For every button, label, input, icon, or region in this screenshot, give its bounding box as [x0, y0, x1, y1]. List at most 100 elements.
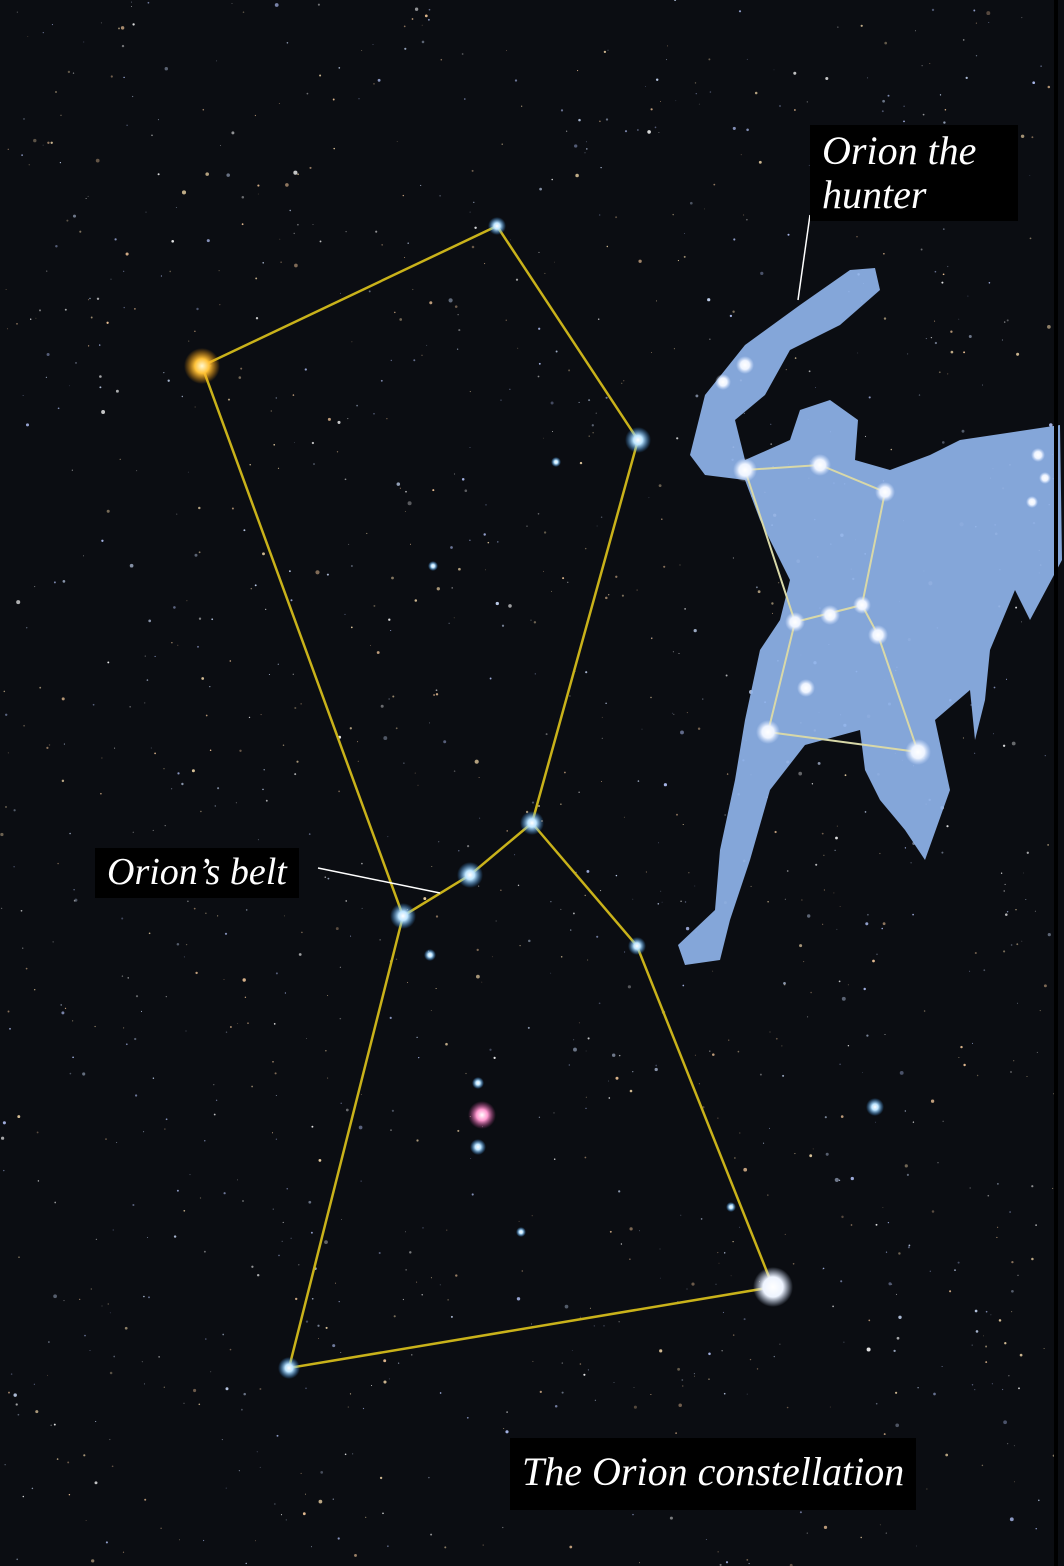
faint-star — [379, 939, 380, 940]
faint-star — [313, 463, 315, 465]
faint-star — [410, 544, 411, 545]
faint-star — [881, 928, 883, 930]
faint-star — [454, 617, 455, 618]
faint-star — [429, 9, 431, 11]
faint-star — [970, 704, 971, 705]
bright-star — [866, 1098, 884, 1116]
faint-star — [987, 1195, 989, 1197]
faint-star — [470, 212, 471, 213]
faint-star — [746, 1559, 748, 1561]
faint-star — [320, 240, 322, 242]
faint-star — [373, 83, 374, 84]
faint-star — [27, 36, 28, 37]
faint-star — [538, 513, 540, 515]
faint-star — [532, 802, 534, 804]
faint-star — [75, 362, 77, 364]
faint-star — [923, 114, 925, 116]
faint-star — [47, 1375, 48, 1376]
faint-star — [709, 1050, 710, 1051]
faint-star — [39, 687, 41, 689]
faint-star — [727, 773, 728, 774]
faint-star — [794, 1153, 795, 1154]
faint-star — [230, 1349, 232, 1351]
faint-star — [66, 220, 68, 222]
faint-star — [667, 45, 668, 46]
faint-star — [988, 22, 989, 23]
faint-star — [1017, 1003, 1018, 1004]
faint-star — [198, 1403, 200, 1405]
faint-star — [60, 115, 61, 116]
faint-star — [841, 1216, 843, 1218]
faint-star — [312, 1298, 314, 1300]
faint-star — [595, 1400, 596, 1401]
faint-star — [935, 342, 937, 344]
faint-star — [972, 1043, 973, 1044]
faint-star — [577, 70, 578, 71]
faint-star — [142, 1361, 143, 1362]
faint-star — [598, 318, 600, 320]
faint-star — [602, 738, 603, 739]
faint-star — [695, 1055, 696, 1056]
faint-star — [396, 727, 398, 729]
faint-star — [146, 212, 147, 213]
faint-star — [1011, 1311, 1012, 1312]
faint-star — [932, 1210, 935, 1213]
faint-star — [275, 3, 279, 7]
faint-star — [983, 1336, 984, 1337]
faint-star — [70, 1073, 72, 1075]
faint-star — [147, 1237, 148, 1238]
faint-star — [744, 413, 745, 414]
faint-star — [13, 809, 15, 811]
faint-star — [743, 215, 744, 216]
faint-star — [538, 805, 540, 807]
faint-star — [204, 1140, 205, 1141]
faint-star — [527, 526, 528, 527]
faint-star — [674, 0, 676, 1]
faint-star — [686, 1288, 687, 1289]
faint-star — [779, 1344, 780, 1345]
faint-star — [562, 577, 564, 579]
faint-star — [390, 1017, 392, 1019]
bright-star — [625, 427, 651, 453]
faint-star — [210, 749, 212, 751]
faint-star — [114, 748, 115, 749]
faint-star — [13, 1393, 16, 1396]
faint-star — [561, 109, 563, 111]
orion-diagram: Orion the hunter Orion’s belt The Orion … — [0, 0, 1064, 1566]
faint-star — [404, 26, 406, 28]
faint-star — [651, 108, 653, 110]
faint-star — [723, 1312, 724, 1313]
faint-star — [370, 645, 371, 646]
faint-star — [621, 383, 622, 384]
faint-star — [420, 185, 421, 186]
faint-star — [1040, 1010, 1041, 1011]
faint-star — [795, 357, 797, 359]
faint-star — [755, 92, 758, 95]
faint-star — [125, 1327, 128, 1330]
faint-star — [969, 971, 970, 972]
faint-star — [301, 1473, 302, 1474]
faint-star — [251, 1266, 253, 1268]
faint-star — [645, 86, 646, 87]
faint-star — [866, 1034, 868, 1036]
faint-star — [286, 1519, 287, 1520]
faint-star — [716, 1284, 717, 1285]
faint-star — [255, 277, 257, 279]
faint-star — [782, 1075, 784, 1077]
faint-star — [421, 1294, 422, 1295]
faint-star — [596, 413, 597, 414]
faint-star — [470, 391, 471, 392]
faint-star — [681, 1379, 683, 1381]
faint-star — [116, 390, 119, 393]
faint-star — [726, 1561, 728, 1563]
faint-star — [509, 389, 510, 390]
faint-star — [947, 373, 948, 374]
faint-star — [380, 1477, 382, 1479]
faint-star — [822, 833, 824, 835]
faint-star — [446, 1230, 447, 1231]
faint-star — [418, 1057, 419, 1058]
faint-star — [632, 1514, 633, 1515]
faint-star — [293, 171, 297, 175]
faint-star — [469, 540, 470, 541]
faint-star — [674, 348, 675, 349]
